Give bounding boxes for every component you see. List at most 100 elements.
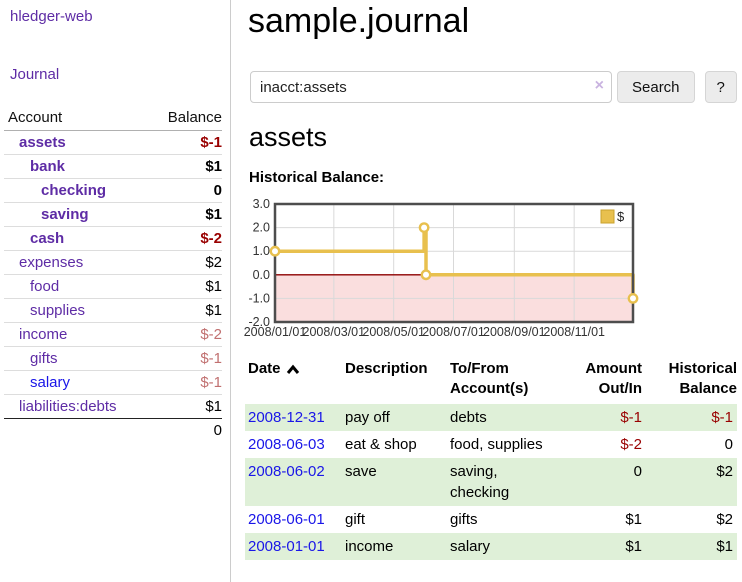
description-column-header: Description bbox=[345, 360, 428, 377]
account-link[interactable]: cash bbox=[30, 230, 65, 247]
account-link[interactable]: saving bbox=[41, 206, 89, 223]
account-balance: $1 bbox=[205, 398, 222, 415]
sidebar: hledger-web Journal Account Balance asse… bbox=[0, 0, 231, 582]
search-box: × bbox=[250, 71, 612, 103]
sort-ascending-icon bbox=[286, 364, 299, 374]
register-rows: 2008-12-31 pay off debts $-1 $-1 2008-06-03 ea… bbox=[245, 404, 737, 560]
x-tick-label: 2008/01/01 bbox=[244, 325, 307, 339]
transaction-amount: $-2 bbox=[620, 436, 642, 453]
account-column-header: Account bbox=[8, 109, 63, 126]
account-link[interactable]: gifts bbox=[30, 350, 58, 367]
account-row: saving $1 bbox=[4, 202, 222, 226]
y-tick-label: -1.0 bbox=[248, 291, 270, 305]
amount-column-header: Amount Out/In bbox=[585, 360, 642, 397]
account-row: checking 0 bbox=[4, 178, 222, 202]
account-row: liabilities:debts $1 bbox=[4, 394, 222, 418]
register-row: 2008-12-31 pay off debts $-1 $-1 bbox=[245, 404, 737, 431]
account-balance: $-2 bbox=[200, 230, 222, 247]
account-balance: $2 bbox=[205, 254, 222, 271]
account-row: income $-2 bbox=[4, 322, 222, 346]
total-row: 0 bbox=[4, 418, 222, 442]
register-row: 2008-06-03 eat & shop food, supplies $-2 0 bbox=[245, 431, 737, 458]
account-balance: $-1 bbox=[200, 374, 222, 391]
transaction-date-link[interactable]: 2008-06-01 bbox=[248, 511, 325, 528]
account-link[interactable]: income bbox=[19, 326, 68, 343]
transaction-amount: $1 bbox=[625, 538, 642, 555]
transaction-balance: $2 bbox=[716, 463, 733, 480]
account-row: salary $-1 bbox=[4, 370, 222, 394]
account-link[interactable]: expenses bbox=[19, 254, 84, 271]
transaction-date-link[interactable]: 2008-06-03 bbox=[248, 436, 325, 453]
account-row: assets $-1 bbox=[4, 131, 222, 154]
transaction-description: save bbox=[345, 463, 377, 480]
transaction-balance: $-1 bbox=[711, 409, 733, 426]
legend-swatch bbox=[600, 209, 615, 224]
transaction-description: gift bbox=[345, 511, 366, 528]
account-link[interactable]: supplies bbox=[30, 302, 86, 319]
account-rows: assets $-1 bank $1 checking 0 saving $1 cash $-2 e… bbox=[4, 131, 222, 418]
transaction-accounts: saving, checking bbox=[450, 463, 510, 501]
account-link[interactable]: salary bbox=[30, 374, 71, 391]
account-balance: $-2 bbox=[200, 326, 222, 343]
x-tick-label: 2008/09/01 bbox=[483, 325, 546, 339]
date-column-header[interactable]: Date bbox=[245, 359, 345, 399]
y-tick-label: 0.0 bbox=[253, 268, 270, 282]
x-tick-label: 2008/11/01 bbox=[543, 325, 605, 339]
register-table: Date Description To/From Account(s) Amou… bbox=[245, 359, 737, 560]
transaction-description: income bbox=[345, 538, 394, 555]
account-link[interactable]: liabilities:debts bbox=[19, 398, 117, 415]
account-balance: $1 bbox=[205, 206, 222, 223]
balance-column-header: Balance bbox=[167, 109, 222, 126]
app-brand-link[interactable]: hledger-web bbox=[10, 8, 93, 25]
account-link[interactable]: bank bbox=[30, 158, 66, 175]
data-point-marker bbox=[269, 245, 281, 257]
transaction-description: pay off bbox=[345, 409, 390, 426]
y-tick-label: 1.0 bbox=[253, 244, 270, 258]
account-link[interactable]: checking bbox=[41, 182, 107, 199]
search-bar: × Search ? bbox=[250, 71, 737, 103]
clear-search-icon[interactable]: × bbox=[594, 77, 604, 94]
transaction-balance: 0 bbox=[724, 436, 733, 453]
data-point-marker bbox=[420, 269, 432, 281]
transaction-amount: 0 bbox=[633, 463, 642, 480]
account-link[interactable]: assets bbox=[19, 134, 66, 151]
transaction-accounts: salary bbox=[450, 538, 491, 555]
account-row: gifts $-1 bbox=[4, 346, 222, 370]
register-row: 2008-06-02 save saving, checking 0 $2 bbox=[245, 458, 737, 506]
help-button[interactable]: ? bbox=[704, 71, 737, 103]
x-tick-label: 2008/05/01 bbox=[362, 325, 425, 339]
transaction-date-link[interactable]: 2008-01-01 bbox=[248, 538, 325, 555]
y-tick-label: -2.0 bbox=[248, 315, 270, 329]
account-balance: $-1 bbox=[200, 134, 222, 151]
transaction-accounts: food, supplies bbox=[450, 436, 543, 453]
transaction-balance: $2 bbox=[716, 511, 733, 528]
total-balance: 0 bbox=[213, 422, 222, 439]
account-balance: $1 bbox=[205, 158, 222, 175]
accounts-column-header: To/From Account(s) bbox=[450, 360, 529, 397]
account-row: food $1 bbox=[4, 274, 222, 298]
account-balance: $1 bbox=[205, 302, 222, 319]
transaction-description: eat & shop bbox=[345, 436, 417, 453]
sidebar-item-journal[interactable]: Journal bbox=[10, 66, 60, 83]
account-row: cash $-2 bbox=[4, 226, 222, 250]
search-button[interactable]: Search bbox=[617, 71, 695, 103]
account-balance: 0 bbox=[213, 182, 222, 199]
x-tick-label: 2008/03/01 bbox=[303, 325, 366, 339]
account-balance: $1 bbox=[205, 278, 222, 295]
account-row: supplies $1 bbox=[4, 298, 222, 322]
legend-label: $ bbox=[617, 209, 625, 224]
transaction-date-link[interactable]: 2008-12-31 bbox=[248, 409, 325, 426]
account-link[interactable]: food bbox=[30, 278, 60, 295]
register-row: 2008-06-01 gift gifts $1 $2 bbox=[245, 506, 737, 533]
search-input[interactable] bbox=[250, 71, 612, 103]
account-row: expenses $2 bbox=[4, 250, 222, 274]
transaction-date-link[interactable]: 2008-06-02 bbox=[248, 463, 325, 480]
register-table-header: Date Description To/From Account(s) Amou… bbox=[245, 359, 737, 404]
historical-balance-chart: $3.0 2.0 1.0 0.0 -1.0 -2.02008/01/012008/03/0… bbox=[244, 197, 639, 339]
register-row: 2008-01-01 income salary $1 $1 bbox=[245, 533, 737, 560]
transaction-amount: $-1 bbox=[620, 409, 642, 426]
y-tick-label: 3.0 bbox=[253, 197, 270, 211]
balance-column-header: Historical Balance bbox=[668, 360, 737, 397]
account-heading: assets bbox=[249, 122, 328, 152]
account-balance-table: Account Balance assets $-1 bank $1 checking 0… bbox=[4, 106, 222, 442]
